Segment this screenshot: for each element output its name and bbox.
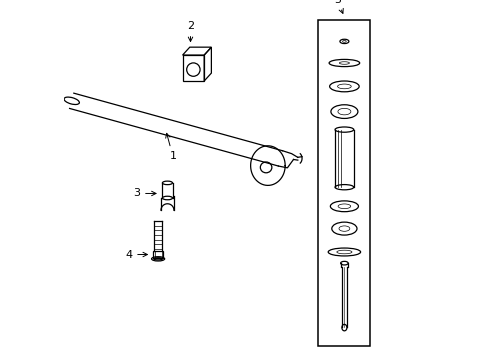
Text: 3: 3 xyxy=(133,189,156,198)
Bar xyxy=(318,20,370,346)
Bar xyxy=(182,55,204,81)
Text: 4: 4 xyxy=(125,249,147,260)
Text: 2: 2 xyxy=(186,21,194,41)
Bar xyxy=(153,251,163,258)
Text: 5: 5 xyxy=(333,0,343,13)
Text: 1: 1 xyxy=(165,133,176,161)
